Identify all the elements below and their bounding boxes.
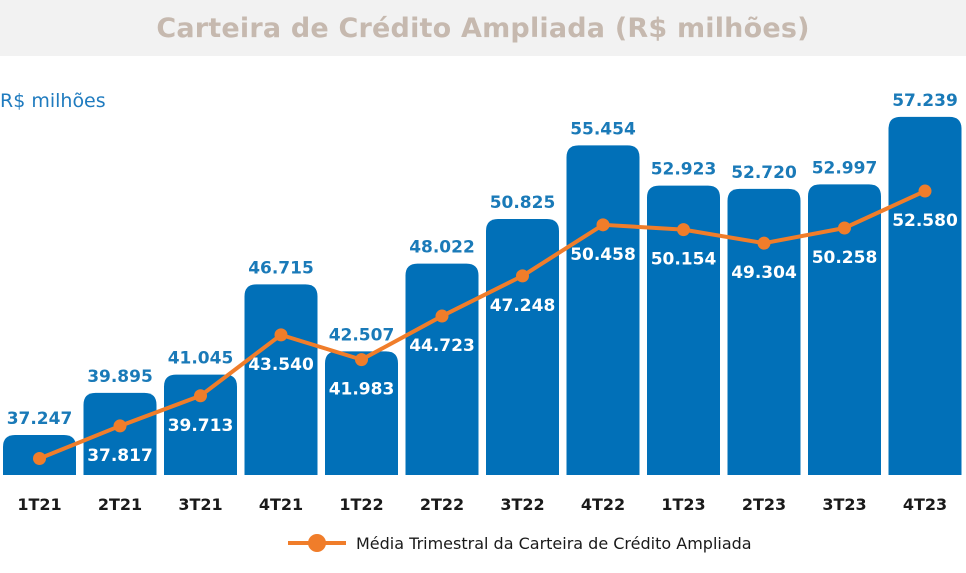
average-value-label: 39.713	[168, 416, 234, 436]
bar-value-label: 39.895	[87, 367, 153, 387]
average-point-2t21	[113, 419, 127, 433]
bar-value-label: 42.507	[329, 325, 395, 345]
average-value-label: 50.154	[651, 250, 717, 270]
average-point-3t21	[194, 389, 207, 403]
x-tick-label: 4T22	[581, 495, 625, 514]
x-tick-label: 2T23	[742, 495, 786, 514]
chart-legend: Média Trimestral da Carteira de Crédito …	[288, 530, 752, 556]
x-tick-label: 2T21	[98, 495, 142, 514]
bar-4t23	[888, 116, 962, 475]
x-tick-label: 2T22	[420, 495, 464, 514]
bar-value-label: 52.923	[651, 160, 717, 180]
x-tick-label: 1T23	[661, 495, 705, 514]
average-point-1t23	[677, 223, 690, 237]
x-tick-label: 1T21	[17, 495, 61, 514]
average-line	[38, 189, 926, 461]
average-value-label: 50.258	[812, 248, 878, 268]
average-value-label: 50.458	[570, 245, 636, 265]
average-point-4t21	[274, 328, 288, 342]
average-point-3t23	[838, 221, 851, 235]
x-tick-label: 3T23	[822, 495, 866, 514]
average-point-2t22	[435, 309, 449, 323]
bar-2t23	[727, 188, 801, 475]
average-point-3t22	[516, 269, 529, 283]
bar-value-label: 50.825	[490, 193, 556, 213]
average-point-2t23	[757, 236, 771, 250]
bar-value-label: 37.247	[7, 409, 73, 429]
average-value-label: 47.248	[490, 296, 556, 316]
average-point-1t21	[33, 451, 46, 465]
bar-value-label: 46.715	[248, 258, 314, 278]
bar-4t22	[566, 145, 640, 476]
bar-value-label: 57.239	[892, 91, 958, 111]
average-point-4t23	[918, 184, 932, 198]
title-band: Carteira de Crédito Ampliada (R$ milhões…	[0, 0, 966, 56]
x-tick-label: 3T22	[500, 495, 544, 514]
average-point-4t22	[596, 218, 610, 232]
bar-1t23	[647, 185, 720, 475]
bar-2t22	[405, 263, 479, 475]
average-value-label: 44.723	[409, 336, 475, 356]
x-tick-label: 4T21	[259, 495, 303, 514]
average-value-label: 37.817	[87, 446, 153, 466]
bar-value-label: 55.454	[570, 119, 636, 139]
bar-4t21	[244, 284, 318, 475]
bar-value-label: 52.997	[812, 158, 878, 178]
bar-value-label: 52.720	[731, 163, 797, 183]
chart-title: Carteira de Crédito Ampliada (R$ milhões…	[156, 12, 810, 44]
legend-label: Média Trimestral da Carteira de Crédito …	[356, 533, 752, 553]
bar-3t23	[808, 184, 881, 475]
average-value-label: 43.540	[248, 355, 314, 375]
x-tick-label: 4T23	[903, 495, 947, 514]
bar-3t21	[164, 374, 237, 475]
average-point-1t22	[355, 353, 368, 367]
bar-value-label: 48.022	[409, 238, 475, 258]
average-value-label: 35.772	[7, 478, 73, 498]
bar-value-label: 41.045	[168, 349, 234, 369]
bar-2t21	[83, 392, 157, 475]
average-value-label: 52.580	[892, 211, 958, 231]
x-tick-label: 3T21	[178, 495, 222, 514]
y-axis-unit-label: R$ milhões	[0, 90, 106, 112]
legend-line-marker-icon	[288, 533, 346, 553]
average-value-label: 49.304	[731, 263, 797, 283]
average-value-label: 41.983	[329, 380, 395, 400]
x-tick-label: 1T22	[339, 495, 383, 514]
bar-1t22	[325, 351, 398, 475]
